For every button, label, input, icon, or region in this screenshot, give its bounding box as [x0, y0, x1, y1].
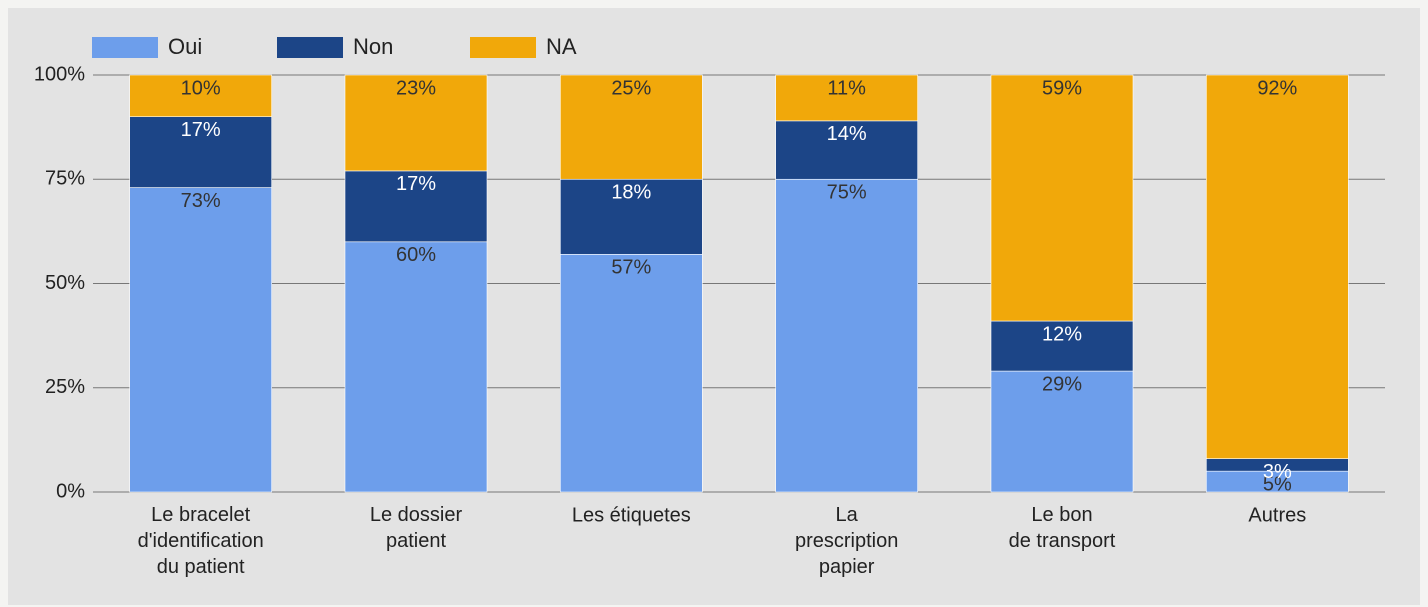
bar-segment [560, 254, 703, 493]
x-tick-label: Les étiquetes [572, 504, 691, 526]
legend-label: Non [353, 34, 393, 59]
y-tick-label: 25% [45, 376, 85, 398]
data-label: 25% [611, 77, 651, 99]
bar-segment [129, 116, 272, 188]
y-tick-label: 50% [45, 272, 85, 294]
data-label: 14% [827, 123, 867, 145]
bar-segment [775, 120, 918, 180]
x-tick-label: Autres [1248, 504, 1306, 526]
bar-segment [990, 74, 1134, 322]
bar-segment [560, 178, 703, 255]
x-tick-label: Le dossier patient [370, 504, 463, 552]
bar-segment [129, 187, 272, 493]
legend-label: Oui [168, 34, 202, 59]
bar-segment [129, 74, 272, 118]
data-label: 11% [827, 77, 866, 99]
data-label: 59% [1042, 77, 1082, 99]
legend-swatch [470, 37, 536, 58]
data-label: 60% [396, 244, 436, 266]
data-label: 10% [181, 77, 221, 99]
legend-swatch [92, 37, 158, 58]
data-label: 57% [611, 257, 651, 279]
data-label: 3% [1263, 461, 1292, 483]
bar-segment [990, 370, 1134, 493]
data-label: 73% [181, 190, 221, 212]
data-label: 5% [1263, 473, 1292, 495]
data-label: 92% [1257, 77, 1297, 99]
bar-segment [775, 178, 918, 493]
y-tick-label: 0% [56, 480, 85, 502]
data-label: 75% [827, 182, 867, 204]
bar-segment [775, 74, 918, 122]
data-label: 17% [396, 173, 436, 195]
bar-segment [344, 74, 488, 172]
data-label: 18% [611, 182, 651, 204]
bar-segment [990, 320, 1134, 372]
data-label: 17% [181, 119, 221, 141]
legend-label: NA [546, 34, 577, 59]
x-tick-label: Le bracelet d'identification du patient [138, 504, 264, 578]
data-label: 12% [1042, 323, 1082, 345]
bar-segment [560, 74, 703, 180]
y-tick-label: 100% [34, 63, 85, 85]
bar-segment [344, 241, 488, 493]
data-label: 29% [1042, 373, 1082, 395]
x-tick-label: Le bon de transport [1009, 504, 1116, 552]
y-tick-label: 75% [45, 168, 85, 190]
data-label: 23% [396, 77, 436, 99]
legend-swatch [277, 37, 343, 58]
x-tick-label: La prescription papier [795, 504, 898, 578]
bar-segment [1206, 74, 1349, 459]
